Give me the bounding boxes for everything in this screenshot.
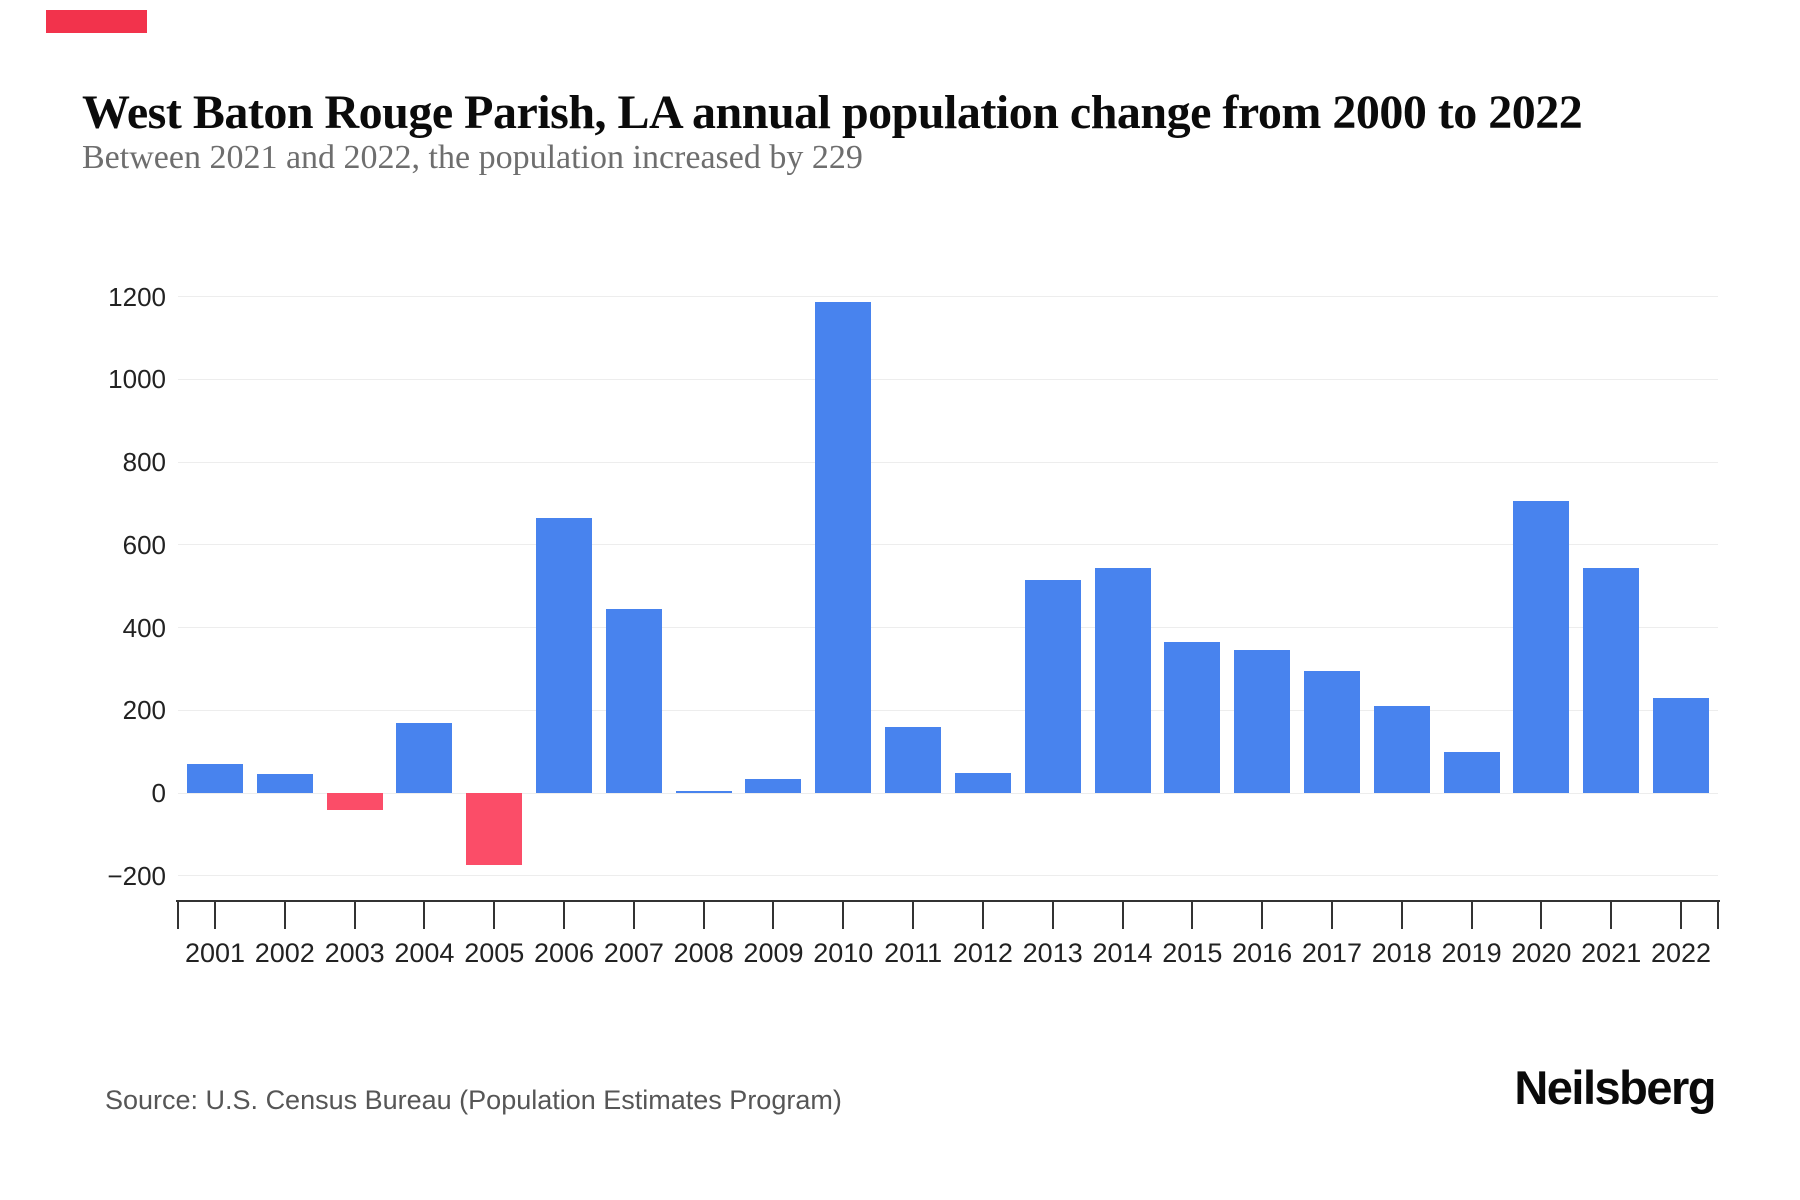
bar-2013[interactable] — [1024, 580, 1081, 794]
x-tick-2015 — [1191, 901, 1194, 929]
x-axis-label-2007: 2007 — [603, 938, 664, 968]
x-axis-label-2001: 2001 — [184, 938, 246, 968]
x-axis-label-2002: 2002 — [254, 938, 315, 968]
plot-area: −200 0 200 400 600 800 1000 1200 2001 2002 2003 200… — [107, 250, 1720, 968]
x-tick-2006 — [563, 901, 566, 929]
x-tick-2014 — [1121, 901, 1124, 929]
x-tick-2010 — [842, 901, 845, 929]
bar-2009[interactable] — [745, 778, 802, 794]
x-axis-edge-tick-left — [177, 901, 179, 929]
x-tick-2016 — [1261, 901, 1264, 929]
x-tick-2022 — [1680, 901, 1682, 929]
bar-2006[interactable] — [536, 518, 593, 794]
x-axis-label-2017: 2017 — [1301, 938, 1362, 968]
bar-2016[interactable] — [1234, 650, 1291, 794]
x-tick-2005 — [493, 901, 496, 929]
bar-2017[interactable] — [1303, 671, 1360, 794]
x-tick-2019 — [1470, 901, 1473, 929]
gridline-0 — [178, 792, 1718, 794]
x-tick-2012 — [981, 901, 984, 929]
x-axis-label-2018: 2018 — [1371, 938, 1432, 968]
y-axis-label-0: 0 — [151, 778, 166, 809]
x-tick-2018 — [1400, 901, 1403, 929]
gridline-800 — [178, 461, 1718, 463]
x-axis-label-2010: 2010 — [813, 938, 874, 968]
bar-2014[interactable] — [1094, 567, 1151, 794]
x-tick-2021 — [1610, 901, 1613, 929]
y-axis-label-400: 400 — [122, 612, 166, 643]
y-axis-label-1200: 1200 — [108, 281, 166, 312]
gridline-1000 — [178, 378, 1718, 380]
x-axis-label-2019: 2019 — [1441, 938, 1502, 968]
x-tick-2002 — [283, 901, 286, 929]
x-axis-label-2003: 2003 — [324, 938, 385, 968]
x-axis-label-2008: 2008 — [673, 938, 734, 968]
x-tick-2004 — [423, 901, 426, 929]
gridline-400 — [178, 627, 1718, 629]
bar-2007[interactable] — [605, 609, 662, 794]
x-axis-label-2005: 2005 — [464, 938, 525, 968]
y-axis-label-600: 600 — [122, 529, 166, 560]
x-axis-label-2013: 2013 — [1022, 938, 1083, 968]
y-axis-label--200: −200 — [107, 860, 166, 891]
x-axis-label-2015: 2015 — [1162, 938, 1223, 968]
bar-2002[interactable] — [256, 774, 313, 794]
bar-2010[interactable] — [815, 301, 872, 794]
bar-2004[interactable] — [396, 722, 453, 794]
y-axis-label-200: 200 — [122, 695, 166, 726]
bar-2005[interactable] — [466, 793, 523, 866]
gridline-200 — [178, 709, 1718, 711]
brand-accent-block — [46, 10, 147, 33]
bar-2020[interactable] — [1513, 501, 1570, 794]
x-axis-label-2016: 2016 — [1232, 938, 1293, 968]
gridline-600 — [178, 544, 1718, 546]
gridline--200 — [178, 875, 1718, 877]
x-axis-label-2021: 2021 — [1581, 938, 1642, 968]
x-axis-label-2004: 2004 — [394, 938, 455, 968]
brand-logo: Neilsberg — [1514, 1061, 1716, 1114]
bar-2008[interactable] — [675, 791, 732, 794]
x-axis-label-2009: 2009 — [743, 938, 804, 968]
x-axis-label-2022: 2022 — [1650, 938, 1712, 968]
x-tick-2007 — [632, 901, 635, 929]
x-axis-label-2006: 2006 — [534, 938, 595, 968]
chart-subtitle: Between 2021 and 2022, the population in… — [82, 139, 863, 176]
gridline-1200 — [178, 296, 1718, 298]
y-axis-label-1000: 1000 — [108, 364, 166, 395]
x-tick-2017 — [1330, 901, 1333, 929]
bar-2018[interactable] — [1373, 706, 1430, 794]
x-axis-label-2012: 2012 — [952, 938, 1013, 968]
bar-2011[interactable] — [885, 726, 942, 794]
x-tick-2003 — [353, 901, 356, 929]
x-axis-edge-tick-right — [1717, 901, 1719, 929]
x-tick-2013 — [1051, 901, 1054, 929]
bar-2022[interactable] — [1653, 698, 1709, 794]
x-tick-2001 — [214, 901, 216, 929]
bar-2003[interactable] — [326, 793, 383, 810]
x-tick-2011 — [912, 901, 915, 929]
source-note: Source: U.S. Census Bureau (Population E… — [105, 1085, 842, 1115]
bar-2021[interactable] — [1583, 567, 1640, 794]
x-tick-2008 — [702, 901, 705, 929]
x-tick-2020 — [1540, 901, 1543, 929]
bar-2001[interactable] — [187, 764, 243, 794]
bar-2012[interactable] — [954, 773, 1011, 794]
chart-title: West Baton Rouge Parish, LA annual popul… — [82, 86, 1583, 140]
x-axis-line — [176, 900, 1720, 902]
x-axis-label-2020: 2020 — [1511, 938, 1572, 968]
bar-2019[interactable] — [1443, 751, 1500, 794]
x-tick-2009 — [772, 901, 775, 929]
x-axis-label-2014: 2014 — [1092, 938, 1153, 968]
bar-2015[interactable] — [1164, 642, 1221, 794]
x-axis-label-2011: 2011 — [884, 938, 943, 968]
y-axis-label-800: 800 — [122, 447, 166, 478]
